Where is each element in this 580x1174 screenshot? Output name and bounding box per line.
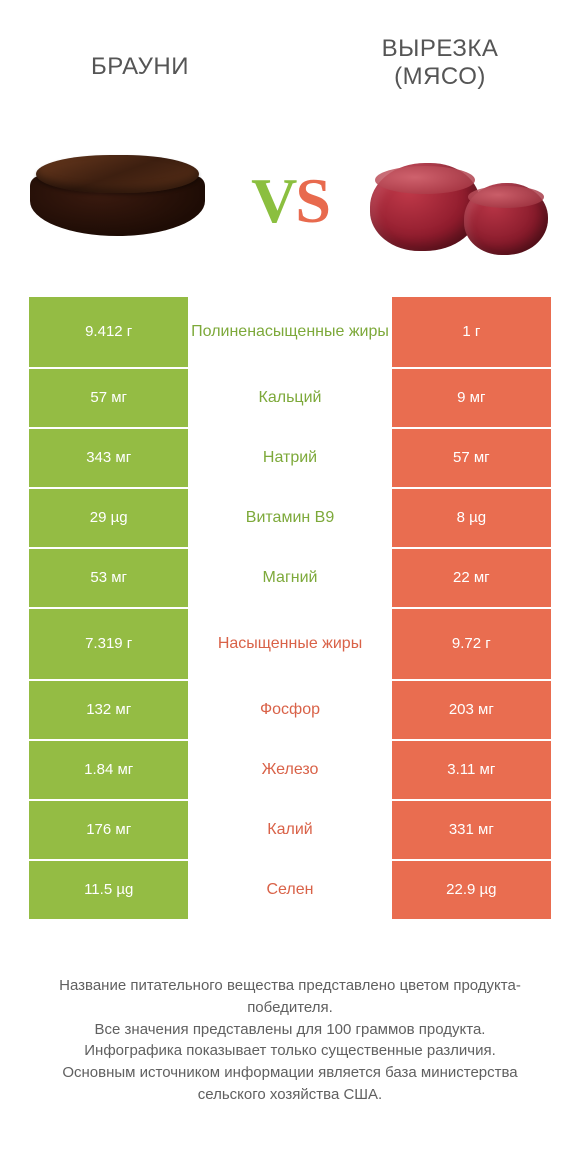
right-value: 22 мг	[392, 549, 551, 607]
nutrient-label: Кальций	[190, 369, 389, 427]
right-value: 8 µg	[392, 489, 551, 547]
left-value: 57 мг	[29, 369, 188, 427]
header: БРАУНИ ВЫРЕЗКА (МЯСО)	[0, 0, 580, 101]
right-value: 57 мг	[392, 429, 551, 487]
nutrient-label: Насыщенные жиры	[190, 609, 389, 679]
right-value: 3.11 мг	[392, 741, 551, 799]
table-row: 9.412 гПолиненасыщенные жиры1 г	[28, 296, 552, 368]
table-row: 7.319 гНасыщенные жиры9.72 г	[28, 608, 552, 680]
images-row: VS	[0, 101, 580, 296]
nutrient-label: Магний	[190, 549, 389, 607]
nutrient-label: Железо	[190, 741, 389, 799]
left-value: 9.412 г	[29, 297, 188, 367]
title-right-line1: ВЫРЕЗКА	[382, 35, 499, 62]
nutrient-label: Селен	[190, 861, 389, 919]
left-value: 11.5 µg	[29, 861, 188, 919]
title-right-line2: (МЯСО)	[394, 63, 486, 90]
table-row: 57 мгКальций9 мг	[28, 368, 552, 428]
table-row: 343 мгНатрий57 мг	[28, 428, 552, 488]
nutrient-label: Витамин B9	[190, 489, 389, 547]
meat-image	[370, 151, 550, 251]
right-value: 331 мг	[392, 801, 551, 859]
left-value: 343 мг	[29, 429, 188, 487]
left-value: 132 мг	[29, 681, 188, 739]
left-value: 53 мг	[29, 549, 188, 607]
comparison-table: 9.412 гПолиненасыщенные жиры1 г57 мгКаль…	[28, 296, 552, 920]
left-value: 1.84 мг	[29, 741, 188, 799]
footer-text: Название питательного вещества представл…	[0, 920, 580, 1106]
left-value: 7.319 г	[29, 609, 188, 679]
nutrient-label: Фосфор	[190, 681, 389, 739]
table-row: 53 мгМагний22 мг	[28, 548, 552, 608]
table-row: 1.84 мгЖелезо3.11 мг	[28, 740, 552, 800]
table-row: 29 µgВитамин B98 µg	[28, 488, 552, 548]
table-row: 176 мгКалий331 мг	[28, 800, 552, 860]
left-value: 29 µg	[29, 489, 188, 547]
nutrient-label: Калий	[190, 801, 389, 859]
right-value: 1 г	[392, 297, 551, 367]
nutrient-label: Натрий	[190, 429, 389, 487]
brownie-image	[30, 151, 210, 251]
right-value: 9 мг	[392, 369, 551, 427]
title-right: ВЫРЕЗКА (МЯСО)	[340, 35, 540, 91]
right-value: 9.72 г	[392, 609, 551, 679]
table-row: 132 мгФосфор203 мг	[28, 680, 552, 740]
left-value: 176 мг	[29, 801, 188, 859]
nutrient-label: Полиненасыщенные жиры	[190, 297, 389, 367]
table-row: 11.5 µgСелен22.9 µg	[28, 860, 552, 920]
right-value: 203 мг	[392, 681, 551, 739]
title-left: БРАУНИ	[40, 35, 240, 81]
vs-label: VS	[251, 164, 329, 238]
right-value: 22.9 µg	[392, 861, 551, 919]
